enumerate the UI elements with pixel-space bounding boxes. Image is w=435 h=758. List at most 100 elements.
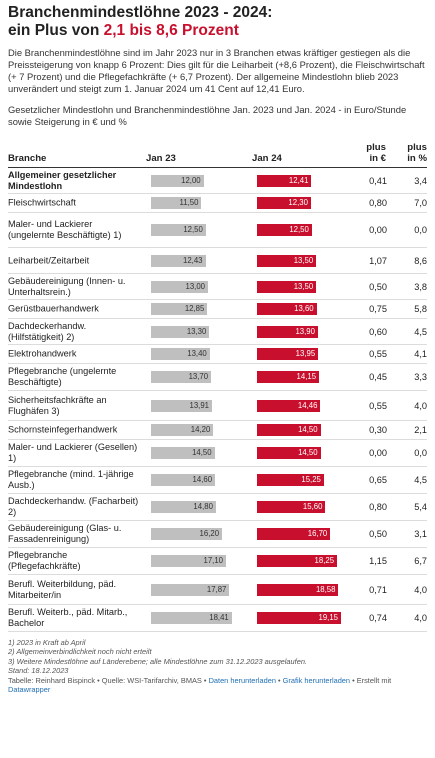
bar-jan24: 18,58 (257, 583, 339, 596)
plus-pct-cell: 4,1 (414, 349, 427, 359)
plus-pct-cell: 0,0 (414, 448, 427, 458)
bar-jan23: 13,30 (151, 325, 210, 338)
plus-pct-cell: 2,1 (414, 425, 427, 435)
datawrapper-link[interactable]: Datawrapper (8, 685, 51, 695)
bar-jan24-value: 12,41 (288, 175, 309, 185)
bar-jan24: 15,60 (257, 501, 326, 513)
column-header-plus-eur-line2: in € (369, 153, 386, 164)
bar-jan23: 13,00 (151, 280, 209, 293)
chart-container: Branchenmindestlöhne 2023 - 2024: ein Pl… (8, 4, 427, 694)
bar-jan24-value: 19,15 (318, 613, 338, 622)
plus-pct-cell: 5,8 (414, 304, 427, 314)
bar-jan24-value: 12,30 (288, 198, 308, 207)
bar-jan23: 14,50 (151, 447, 215, 459)
bar-jan24: 14,50 (257, 447, 321, 459)
plus-pct-cell: 8,6 (414, 255, 427, 266)
row-label: Pflegebranche (Pflegefachkräfte) (8, 550, 81, 571)
title-line-2: ein Plus von 2,1 bis 8,6 Prozent (8, 22, 427, 40)
bar-jan24: 13,90 (257, 325, 318, 338)
footnote-2: 2) Allgemeinverbindlichkeit noch nicht e… (8, 647, 152, 657)
bar-jan23-value: 14,80 (193, 502, 213, 511)
plus-pct-cell: 4,0 (414, 613, 427, 623)
bar-jan23-value: 17,10 (203, 556, 223, 565)
bar-jan24: 12,30 (257, 197, 311, 209)
bar-jan24-value: 14,46 (297, 400, 318, 410)
plus-pct-cell: 4,5 (414, 475, 427, 485)
bar-jan23: 18,41 (151, 612, 232, 624)
footnote-stand: Stand: 18.12.2023 (8, 666, 69, 676)
plus-eur-cell: 0,00 (369, 225, 387, 235)
bar-jan23: 14,20 (151, 424, 214, 436)
bar-jan23-value: 14,60 (192, 475, 213, 484)
table-row: Pflegebranche (mind. 1-jährige Ausb.) 14,… (8, 467, 427, 494)
bar-jan23-value: 13,70 (188, 372, 209, 381)
credits-separator: • (275, 675, 283, 685)
plus-eur-cell: 0,55 (369, 400, 387, 411)
plus-pct-cell: 3,4 (414, 175, 427, 186)
row-label: Maler- und Lackierer (Gesellen) 1) (8, 442, 138, 463)
plus-eur-cell: 1,07 (369, 255, 387, 266)
table-row: Dachdeckerhandw. (Hilfstätigkeit) 2) 13,3… (8, 319, 427, 345)
bar-jan23-value: 12,43 (183, 255, 203, 265)
credits: Tabelle: Reinhard Bispinck • Quelle: WSI… (8, 676, 427, 695)
bar-jan23-value: 12,50 (183, 225, 203, 234)
plus-eur-cell: 0,45 (369, 372, 387, 382)
table-row: Berufl. Weiterbildung, päd. Mitarbeiter/… (8, 575, 427, 605)
download-data-link[interactable]: Daten herunterladen (208, 675, 276, 685)
bar-jan24-value: 13,60 (294, 304, 314, 313)
download-graphic-link[interactable]: Grafik herunterladen (282, 675, 351, 685)
bar-jan23-value: 12,85 (184, 304, 205, 313)
row-label: Fleischwirtschaft (8, 197, 76, 208)
bar-jan23-value: 11,50 (179, 198, 199, 207)
bar-jan24: 13,50 (257, 280, 317, 293)
bar-jan23-value: 14,20 (190, 425, 211, 434)
row-label: Dachdeckerhandw. (Facharbeit) 2) (8, 496, 139, 517)
bar-jan24: 14,46 (257, 399, 321, 412)
table-row: Pflegebranche (Pflegefachkräfte) 17,10 18,… (8, 548, 427, 575)
bar-jan24: 12,50 (257, 224, 312, 236)
chart-subtitle: Gesetzlicher Mindestlohn und Branchenmin… (8, 104, 407, 127)
bar-jan24-value: 13,50 (293, 281, 314, 291)
bar-jan24: 14,50 (257, 424, 321, 436)
bar-jan24-value: 15,25 (301, 475, 321, 484)
footer: 1) 2023 in Kraft ab April 2) Allgemeinve… (8, 638, 427, 694)
footnote-1: 1) 2023 in Kraft ab April (8, 638, 86, 647)
bar-jan23: 13,91 (151, 399, 212, 412)
bar-jan23: 11,50 (151, 197, 202, 209)
bar-jan24: 18,25 (257, 555, 338, 567)
row-label: Elektrohandwerk (8, 348, 77, 359)
title-highlight: 2,1 bis 8,6 Prozent (103, 22, 239, 39)
credits-prefix: Tabelle: Reinhard Bispinck • Quelle: WSI… (8, 675, 209, 685)
bar-jan23: 12,00 (151, 174, 204, 187)
bar-jan24-value: 18,25 (314, 556, 335, 565)
table-row: Maler- und Lackierer (ungelernte Beschäf… (8, 213, 427, 248)
plus-eur-cell: 0,75 (369, 304, 387, 314)
table-row: Maler- und Lackierer (Gesellen) 1) 14,50 1… (8, 440, 427, 467)
bar-jan24-value: 18,58 (315, 584, 336, 594)
column-header-branche: Branche (8, 153, 47, 164)
bar-jan24-value: 13,95 (295, 349, 316, 358)
bar-jan23-value: 13,00 (185, 281, 206, 291)
bar-jan24: 13,95 (257, 348, 319, 360)
column-header-jan24: Jan 24 (252, 153, 282, 164)
bar-jan23: 16,20 (151, 528, 223, 540)
bar-jan23-value: 14,50 (192, 448, 212, 457)
bar-jan23: 14,80 (151, 501, 216, 513)
bar-jan23: 12,43 (151, 254, 206, 267)
plus-pct-cell: 4,0 (414, 584, 427, 595)
bar-jan24: 16,70 (257, 528, 331, 540)
title-line-1: Branchenmindestlöhne 2023 - 2024: (8, 4, 273, 21)
bar-jan23-value: 13,40 (187, 349, 207, 358)
table-row: Gebäudereinigung (Glas- u. Fassadenreini… (8, 521, 427, 548)
bar-jan24-value: 13,90 (295, 326, 315, 336)
table-header: Branche Jan 23 Jan 24 plus in € plus in … (8, 140, 427, 168)
bar-jan23: 17,10 (151, 555, 226, 567)
column-header-plus-eur-line1: plus (366, 142, 386, 153)
bar-jan24-value: 13,50 (293, 255, 314, 265)
plus-eur-cell: 0,30 (369, 425, 387, 435)
plus-eur-cell: 0,60 (369, 326, 387, 337)
chart-title: Branchenmindestlöhne 2023 - 2024: ein Pl… (8, 4, 427, 40)
bar-jan23-value: 12,00 (181, 175, 201, 185)
plus-eur-cell: 0,50 (369, 529, 387, 539)
plus-pct-cell: 3,8 (414, 281, 427, 292)
